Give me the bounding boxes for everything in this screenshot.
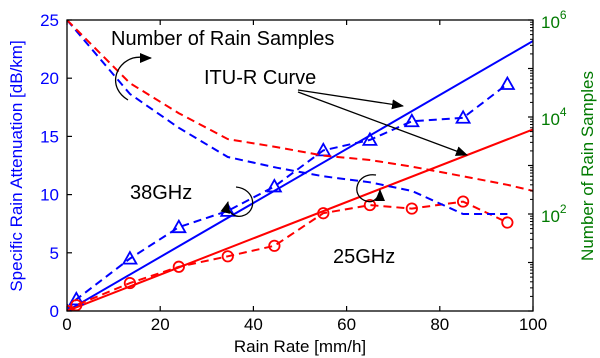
x-tick-label: 80 — [430, 315, 449, 334]
point-meas_25 — [456, 195, 470, 208]
point-meas_38 — [403, 112, 420, 128]
y-right-tick-base: 10 — [541, 110, 560, 129]
point-meas_25 — [268, 239, 281, 252]
point-meas_38 — [67, 302, 72, 311]
x-axis-title: Rain Rate [mm/h] — [234, 337, 366, 356]
y-right-tick-exponent: 2 — [560, 202, 567, 216]
x-tick-label: 100 — [519, 315, 547, 334]
point-meas_25 — [317, 207, 330, 220]
series-line-meas_25 — [67, 200, 508, 311]
point-meas_38 — [455, 109, 472, 124]
plot-frame — [66, 19, 534, 312]
x-tick-label: 40 — [244, 315, 263, 334]
y-right-tick-exponent: 4 — [560, 105, 567, 119]
point-meas_25 — [221, 250, 234, 263]
point-meas_38 — [170, 218, 187, 234]
y-right-tick-label: 102 — [541, 202, 567, 226]
series-line-meas_38 — [67, 83, 509, 311]
point-meas_25 — [501, 216, 514, 229]
series-line-itu_38 — [67, 40, 533, 311]
y-right-tick-base: 10 — [541, 13, 560, 32]
x-tick-label: 60 — [337, 315, 356, 334]
y-axis-left-title: Specific Rain Attenuation [dB/km] — [7, 40, 26, 291]
y-axis-left: 0 5 10 15 20 25 — [40, 11, 72, 321]
itu-arrow-blue — [297, 89, 404, 110]
y-tick-label: 0 — [50, 302, 59, 321]
y-tick-label: 25 — [40, 11, 59, 30]
series-line-itu_25 — [67, 128, 533, 311]
y-tick-label: 20 — [40, 69, 59, 88]
point-meas_38 — [68, 291, 85, 306]
annotation-itu-curve: ITU-R Curve — [204, 67, 316, 89]
annotation-38ghz: 38GHz — [130, 182, 192, 204]
samples-curl-arrow — [114, 52, 152, 101]
series-line-samples_38 — [67, 20, 508, 215]
x-axis: 0 20 40 60 80 100 — [62, 20, 547, 334]
y-right-tick-label: 104 — [541, 105, 567, 129]
point-meas_38 — [315, 142, 332, 157]
point-meas_38 — [266, 178, 283, 193]
point-meas_38 — [361, 131, 378, 146]
point-meas_25 — [172, 260, 185, 273]
point-meas_38 — [499, 75, 516, 90]
y-right-tick-label: 106 — [541, 8, 567, 32]
point-meas_25 — [363, 198, 376, 212]
y-tick-label: 10 — [40, 186, 59, 205]
y-right-tick-exponent: 6 — [560, 8, 567, 22]
chart-marks — [67, 20, 533, 311]
series-line-samples_25 — [67, 20, 533, 192]
point-meas_25 — [405, 202, 418, 215]
y-axis-right-title: Number of Rain Samples — [578, 71, 597, 261]
y-right-tick-base: 10 — [541, 207, 560, 226]
curl-25ghz-icon — [356, 174, 385, 203]
y-tick-label: 5 — [50, 244, 59, 263]
curl-38ghz-icon — [220, 186, 254, 217]
annotation-25ghz: 25GHz — [333, 246, 395, 268]
itu-arrow-red — [297, 91, 468, 156]
x-tick-label: 0 — [62, 315, 71, 334]
point-meas_38 — [121, 250, 138, 265]
point-meas_25 — [123, 276, 137, 290]
x-tick-label: 20 — [151, 315, 170, 334]
y-tick-label: 15 — [40, 127, 59, 146]
annotation-rain-samples: Number of Rain Samples — [111, 28, 334, 50]
